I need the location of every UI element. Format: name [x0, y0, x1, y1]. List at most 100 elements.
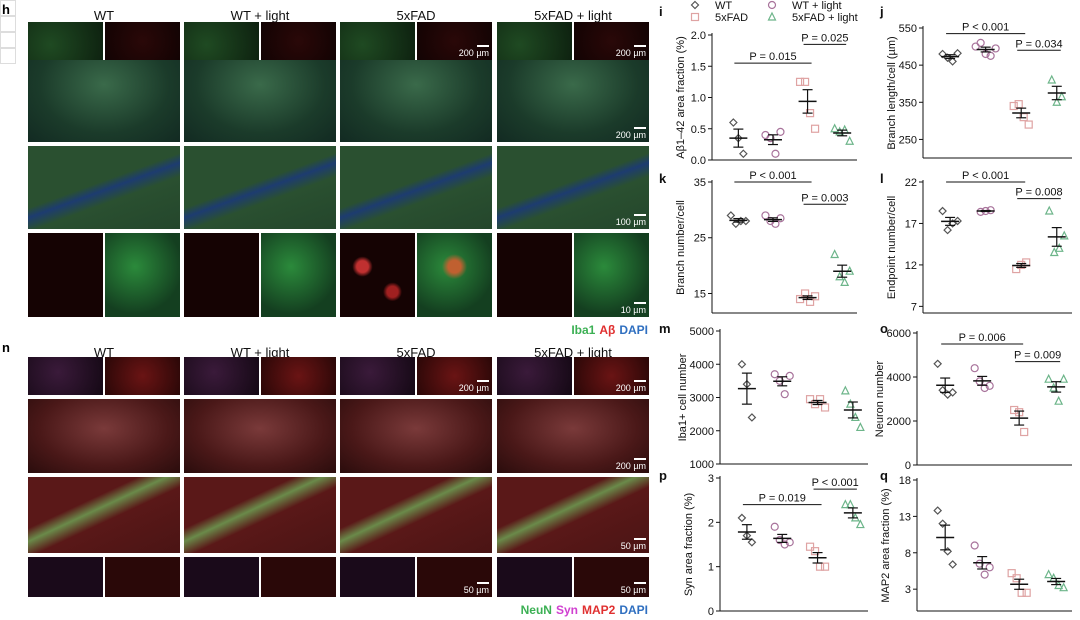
y-axis-label: Branch length/cell (µm) [886, 36, 898, 149]
data-point [747, 537, 757, 547]
data-point [1054, 242, 1064, 252]
data-point [1059, 230, 1069, 240]
data-point [1054, 580, 1064, 590]
data-point [805, 109, 815, 118]
legend-item: DAPI [619, 323, 648, 337]
y-tick-label: 5000 [690, 326, 714, 338]
micrograph-panel: 200 µm [497, 399, 649, 473]
data-point [810, 292, 820, 301]
data-point [991, 44, 1000, 53]
column-header: WT + light [230, 8, 290, 23]
legend-label: 5xFAD + light [792, 12, 858, 24]
data-point [1012, 264, 1021, 274]
p-value-label: P = 0.003 [801, 192, 848, 204]
data-point [933, 506, 943, 515]
micrograph-panel [340, 146, 492, 229]
data-point [981, 206, 990, 216]
data-point [845, 499, 855, 509]
data-point [953, 48, 962, 58]
p-value-label: P < 0.001 [812, 477, 859, 489]
data-point [1017, 260, 1026, 270]
data-point [1019, 113, 1028, 122]
legend-h: Iba1 Aβ DAPI [567, 323, 648, 337]
y-tick-label: 3 [708, 473, 714, 485]
y-tick-label: 3000 [690, 393, 714, 405]
data-point [1022, 258, 1031, 267]
data-point [820, 562, 830, 571]
data-point [986, 51, 995, 60]
y-tick-label: 4000 [887, 372, 911, 384]
data-point [953, 216, 962, 226]
micrograph-panel [340, 233, 415, 317]
legend-label: WT [715, 0, 732, 12]
data-point [938, 519, 948, 529]
data-point [845, 398, 855, 408]
data-point [938, 49, 947, 59]
legend-item: Aβ [599, 323, 616, 337]
y-tick-label: 25 [694, 233, 706, 245]
micrograph-panel [497, 357, 572, 395]
micrograph-panel [261, 22, 336, 60]
data-point [943, 53, 952, 63]
micrograph-panel [105, 557, 180, 597]
micrograph-panel [340, 477, 492, 553]
zoom-box [0, 32, 16, 48]
micrograph-panel [497, 557, 572, 597]
y-axis-label: Syn area fraction (%) [683, 493, 695, 596]
legend-item: Iba1 [571, 323, 596, 337]
zoom-box [0, 48, 16, 64]
micrograph-panel [184, 357, 259, 395]
micrograph-panel [105, 22, 180, 60]
panel-label-q: q [880, 468, 888, 483]
data-point [770, 522, 779, 531]
data-point [795, 294, 805, 304]
data-point [1020, 427, 1029, 437]
data-point [985, 381, 994, 390]
legend-marker-square [690, 12, 700, 22]
data-point [1012, 574, 1021, 583]
zoom-box [0, 16, 16, 32]
data-point [771, 149, 780, 158]
data-point [1059, 582, 1069, 592]
legend-n: NeuN Syn MAP2 DAPI [517, 603, 648, 617]
column-header: 5xFAD [396, 345, 436, 360]
y-tick-label: 15 [694, 288, 706, 300]
data-point [770, 370, 779, 379]
micrograph-panel [28, 22, 103, 60]
data-point [726, 211, 736, 220]
zoom-box [0, 0, 16, 16]
y-tick-label: 0 [708, 606, 714, 618]
micrograph-panel: 50 µm [497, 477, 649, 553]
data-point [741, 216, 751, 226]
legend-item: NeuN [520, 603, 552, 617]
data-point [815, 395, 825, 404]
p-value-label: P = 0.015 [749, 51, 796, 63]
y-tick-label: 12 [905, 260, 917, 272]
data-point [938, 206, 947, 216]
y-tick-label: 450 [899, 60, 917, 72]
data-point [980, 383, 989, 393]
y-tick-label: 6000 [887, 328, 911, 340]
micrograph-panel [28, 477, 180, 553]
data-point [933, 359, 943, 369]
panel-label-p: p [659, 468, 667, 483]
micrograph-panel [497, 233, 572, 317]
micrograph-panel: 200 µm [574, 22, 649, 60]
y-tick-label: 1 [708, 562, 714, 574]
data-point [780, 390, 789, 399]
data-point [1024, 120, 1033, 129]
data-point [830, 123, 840, 133]
y-tick-label: 22 [905, 177, 917, 189]
data-point [1052, 96, 1062, 106]
micrograph-panel: 200 µm [574, 357, 649, 395]
data-point [737, 513, 747, 523]
panel-label-j: j [879, 4, 884, 19]
data-point [1047, 74, 1057, 84]
data-point [850, 512, 860, 522]
data-point [938, 385, 948, 395]
data-point [1007, 569, 1016, 578]
legend-item: DAPI [619, 603, 648, 617]
data-point [976, 38, 985, 47]
data-point [948, 57, 957, 66]
